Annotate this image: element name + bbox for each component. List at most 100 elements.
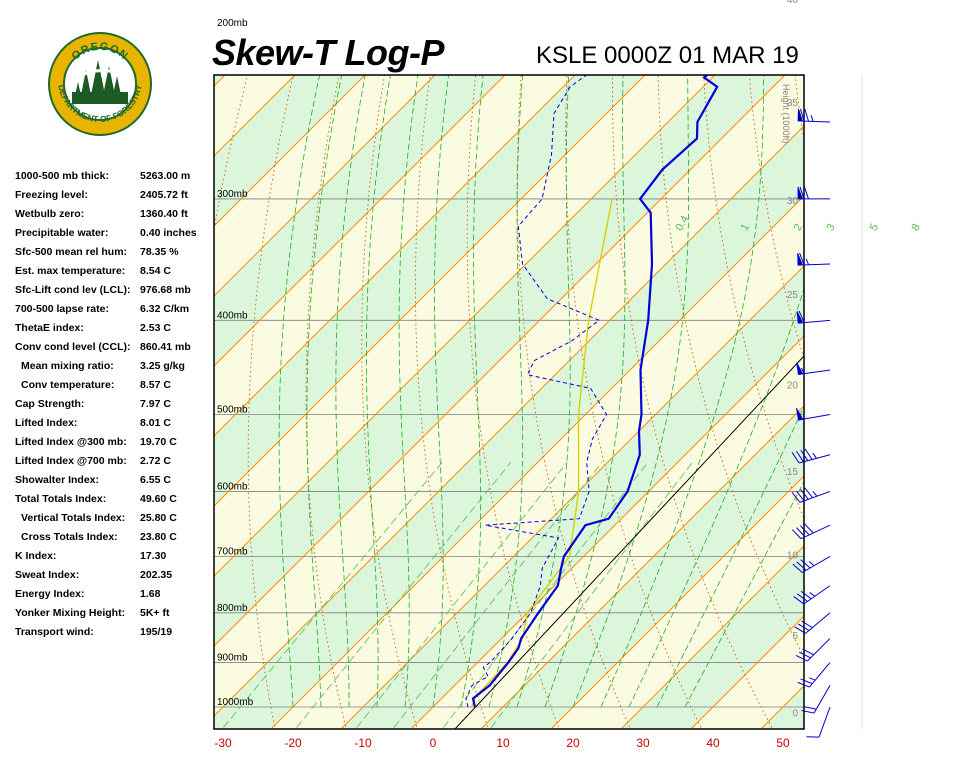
index-value: 8.57 C [140, 379, 171, 391]
index-label: Lifted Index @300 mb: [15, 436, 127, 448]
index-value: 7.97 C [140, 398, 171, 410]
dry-adiabat [657, 75, 804, 659]
wind-barb [796, 310, 831, 324]
index-value: 17.30 [140, 550, 167, 562]
isobar-label: 900mb [217, 653, 248, 664]
wind-barb [796, 362, 831, 375]
mixing-ratio-line [393, 462, 603, 728]
barb-staff [797, 120, 831, 123]
index-label: Energy Index: [15, 588, 85, 600]
barb-staff [805, 612, 831, 634]
barb-pennant [797, 252, 804, 266]
index-row: ThetaE index: 2.53 C [15, 322, 215, 341]
index-value: 6.55 C [140, 474, 171, 486]
wind-barb [791, 523, 831, 540]
dry-adiabat [904, 0, 960, 739]
barb-feather [804, 487, 814, 499]
mixing-ratio-label: 1 [739, 222, 752, 233]
barb-feather [800, 559, 811, 569]
wind-barb [793, 585, 831, 605]
dry-adiabat [516, 75, 632, 729]
index-row: Lifted Index @300 mb: 19.70 C [15, 436, 215, 455]
barb-feather [803, 706, 817, 710]
dry-adiabat [466, 75, 560, 729]
index-row: Precipitable water: 0.40 inches [15, 227, 215, 246]
barb-staff [800, 524, 831, 540]
x-tick-label: -20 [284, 736, 302, 750]
index-value: 25.80 C [140, 512, 177, 524]
dry-adiabat [827, 0, 960, 739]
barb-staff [798, 369, 831, 375]
isobar-label: 400mb [217, 310, 248, 321]
mixing-ratio-label: 5 [868, 222, 881, 233]
barb-feather [796, 561, 807, 571]
height-tick-label: 20 [787, 380, 799, 391]
x-tick-label: 10 [496, 736, 510, 750]
height-tick-label: 40 [787, 0, 799, 6]
height-tick-label: 35 [787, 98, 799, 109]
moist-adiabat [366, 75, 391, 708]
index-row: 700-500 lapse rate: 6.32 C/km [15, 303, 215, 322]
x-tick-label: -10 [354, 736, 372, 750]
oregon-department-of-forestry-logo: OREGON DEPARTMENT OF FORESTRY [48, 32, 152, 136]
index-row: Mean mixing ratio: 3.25 g/kg [15, 360, 215, 379]
x-tick-label: 30 [636, 736, 650, 750]
index-value: 8.01 C [140, 417, 171, 429]
index-row: Showalter Index: 6.55 C [15, 474, 215, 493]
moist-adiabat [278, 75, 321, 708]
x-tick-label: 20 [566, 736, 580, 750]
barb-feather [802, 648, 814, 656]
chart-title: Skew-T Log-P [212, 32, 445, 73]
isobar-label: 600mb [217, 481, 248, 492]
barb-feather [800, 678, 813, 685]
index-row: Cap Strength: 7.97 C [15, 398, 215, 417]
barb-feather [793, 596, 805, 605]
isotherm-line [831, 75, 960, 729]
index-row: 1000-500 mb thick: 5263.00 m [15, 170, 215, 189]
height-tick-label: 30 [787, 196, 799, 207]
wind-barb [791, 487, 831, 503]
index-value: 78.35 % [140, 246, 179, 258]
index-label: Est. max temperature: [15, 265, 126, 277]
barb-staff [798, 319, 831, 324]
barb-staff [809, 662, 831, 688]
index-value: 6.32 C/km [140, 303, 190, 315]
barb-feather [800, 449, 809, 461]
index-value: 976.68 mb [140, 284, 191, 296]
height-tick-label: 5 [792, 631, 798, 642]
barb-feather [797, 593, 808, 602]
moist-adiabat [306, 75, 343, 708]
isotherm-line [270, 195, 804, 729]
barb-half-feather [812, 490, 818, 497]
barb-half-feather [808, 561, 815, 567]
barb-staff [802, 556, 831, 573]
index-label: Vertical Totals Index: [21, 512, 126, 524]
index-label: Freezing level: [15, 189, 88, 201]
barb-half-feather [809, 592, 816, 597]
index-row: Sfc-Lift cond lev (LCL): 976.68 mb [15, 284, 215, 303]
index-row: Total Totals Index: 49.60 C [15, 493, 215, 512]
isotherm-line [0, 75, 155, 729]
dry-adiabat [943, 0, 960, 739]
barb-staff [798, 413, 831, 421]
moist-adiabat [460, 75, 484, 708]
isotherm-line [620, 545, 804, 729]
reference-adiabat-line [454, 355, 804, 729]
barb-feather [792, 563, 803, 573]
moist-adiabat [335, 75, 366, 707]
mixing-ratio-label: 2 [792, 222, 805, 233]
isotherm-line [214, 75, 716, 577]
barb-feather [791, 529, 802, 540]
barb-feather [800, 525, 810, 536]
wind-barb [791, 448, 831, 464]
isotherm-line [214, 75, 366, 227]
isotherm-band [0, 75, 85, 729]
index-value: 5263.00 m [140, 170, 191, 182]
barb-staff [813, 685, 831, 714]
mixing-ratio-line [223, 462, 443, 728]
index-value: 0.40 inches [140, 227, 197, 239]
barb-feather [798, 310, 805, 323]
index-value: 8.54 C [140, 265, 171, 277]
index-row: Sweat Index: 202.35 [15, 569, 215, 588]
index-value: 3.25 g/kg [140, 360, 185, 372]
